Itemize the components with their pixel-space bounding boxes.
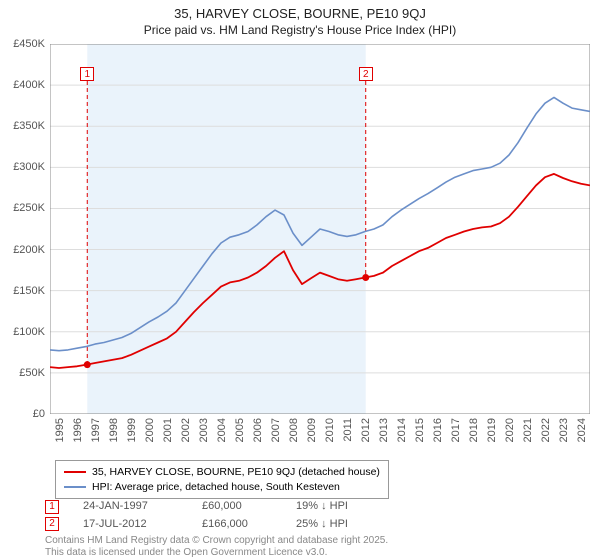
sale-flag-1: 1	[80, 67, 94, 81]
sale-date: 17-JUL-2012	[83, 516, 178, 534]
x-tick-label: 2024	[576, 418, 588, 442]
x-tick-label: 2015	[414, 418, 426, 442]
x-tick-label: 1997	[90, 418, 102, 442]
y-tick-label: £350K	[0, 120, 45, 132]
x-tick-label: 2017	[450, 418, 462, 442]
attribution-footer: Contains HM Land Registry data © Crown c…	[45, 535, 388, 559]
y-tick-label: £50K	[0, 367, 45, 379]
x-tick-label: 2004	[216, 418, 228, 442]
sale-flag-2: 2	[359, 67, 373, 81]
x-tick-label: 2011	[342, 418, 354, 442]
x-tick-label: 2018	[468, 418, 480, 442]
chart-subtitle: Price paid vs. HM Land Registry's House …	[0, 23, 600, 41]
legend-item: HPI: Average price, detached house, Sout…	[64, 480, 380, 495]
x-tick-label: 2019	[486, 418, 498, 442]
x-tick-label: 2001	[162, 418, 174, 442]
x-tick-label: 2016	[432, 418, 444, 442]
x-tick-label: 2010	[324, 418, 336, 442]
legend-label: HPI: Average price, detached house, Sout…	[92, 480, 340, 495]
sale-date: 24-JAN-1997	[83, 498, 178, 516]
x-tick-label: 2003	[198, 418, 210, 442]
y-tick-label: £250K	[0, 202, 45, 214]
legend-swatch	[64, 486, 86, 488]
chart-container: 35, HARVEY CLOSE, BOURNE, PE10 9QJ Price…	[0, 0, 600, 560]
legend-item: 35, HARVEY CLOSE, BOURNE, PE10 9QJ (deta…	[64, 465, 380, 480]
sale-row: 2 17-JUL-2012 £166,000 25% ↓ HPI	[45, 516, 386, 534]
y-tick-label: £400K	[0, 79, 45, 91]
legend-swatch	[64, 471, 86, 473]
x-tick-label: 2022	[540, 418, 552, 442]
x-tick-label: 2014	[396, 418, 408, 442]
sale-price: £166,000	[202, 516, 272, 534]
x-tick-label: 2008	[288, 418, 300, 442]
plot-svg	[50, 44, 590, 414]
sale-diff: 19% ↓ HPI	[296, 498, 386, 516]
x-tick-label: 1995	[54, 418, 66, 442]
legend: 35, HARVEY CLOSE, BOURNE, PE10 9QJ (deta…	[55, 460, 389, 499]
x-tick-label: 2006	[252, 418, 264, 442]
x-tick-label: 1998	[108, 418, 120, 442]
x-tick-label: 1999	[126, 418, 138, 442]
sale-price: £60,000	[202, 498, 272, 516]
y-tick-label: £450K	[0, 38, 45, 50]
legend-label: 35, HARVEY CLOSE, BOURNE, PE10 9QJ (deta…	[92, 465, 380, 480]
y-tick-label: £0	[0, 408, 45, 420]
footer-line-2: This data is licensed under the Open Gov…	[45, 547, 388, 559]
sale-marker: 2	[45, 517, 59, 531]
x-tick-label: 2005	[234, 418, 246, 442]
y-tick-label: £300K	[0, 161, 45, 173]
x-tick-label: 2009	[306, 418, 318, 442]
sales-table: 1 24-JAN-1997 £60,000 19% ↓ HPI 2 17-JUL-2012…	[45, 498, 386, 533]
footer-line-1: Contains HM Land Registry data © Crown c…	[45, 535, 388, 547]
sale-diff: 25% ↓ HPI	[296, 516, 386, 534]
x-tick-label: 2002	[180, 418, 192, 442]
chart-title: 35, HARVEY CLOSE, BOURNE, PE10 9QJ	[0, 0, 600, 23]
x-tick-label: 2000	[144, 418, 156, 442]
y-tick-label: £100K	[0, 326, 45, 338]
y-tick-label: £150K	[0, 285, 45, 297]
x-tick-label: 2012	[360, 418, 372, 442]
x-tick-label: 2013	[378, 418, 390, 442]
chart-area: 12	[50, 44, 590, 414]
x-tick-label: 2007	[270, 418, 282, 442]
x-tick-label: 2021	[522, 418, 534, 442]
x-tick-label: 2020	[504, 418, 516, 442]
x-tick-label: 2023	[558, 418, 570, 442]
sale-marker: 1	[45, 500, 59, 514]
x-tick-label: 1996	[72, 418, 84, 442]
sale-row: 1 24-JAN-1997 £60,000 19% ↓ HPI	[45, 498, 386, 516]
y-tick-label: £200K	[0, 244, 45, 256]
